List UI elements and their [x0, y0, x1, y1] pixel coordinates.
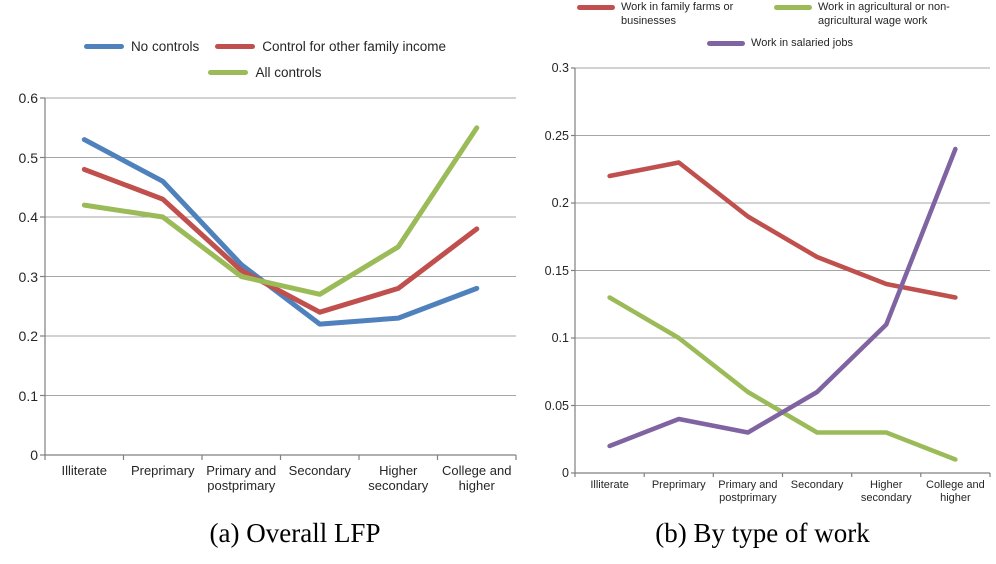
legend-label: Work in family farms or businesses	[621, 1, 734, 27]
legend-item-no-controls: No controls	[83, 38, 200, 55]
x-category-label: Illiterate	[61, 463, 108, 478]
series-line-control-for-other-family-income	[81, 166, 480, 315]
x-category-label: Secondary	[790, 479, 844, 491]
legend-by-type-of-work: Work in family farms or businesses Work i…	[565, 1, 995, 51]
series-line-work-in-family-farms-or-businesses	[607, 160, 958, 300]
x-category-label: College and higher	[442, 463, 512, 493]
x-category-label: Preprimary	[651, 479, 706, 491]
caption-a: (a) Overall LFP	[209, 518, 381, 548]
legend-label: No controls	[130, 39, 200, 54]
series-line-work-in-agricultural-or-non-agricultural-wage-work	[607, 295, 958, 462]
x-category-label: Illiterate	[590, 479, 629, 491]
legend-marker-no-controls	[83, 44, 124, 49]
legend-label: Work in agricultural or non-agricultural…	[818, 1, 950, 27]
chart-overall-lfp: No controls Control for other family inco…	[18, 38, 517, 548]
x-category-label: Higher secondary	[368, 463, 429, 493]
y-tick-label: 0.2	[18, 328, 38, 344]
legend-marker-control-for-other-family-income	[215, 44, 256, 49]
series-line-all-controls	[81, 125, 480, 297]
legend-item-all-controls: All controls	[208, 64, 322, 81]
y-tick-label: 0	[562, 466, 569, 480]
caption-b: (b) By type of work	[655, 518, 870, 548]
legend-marker-work-in-agricultural-or-non-agricultural-wage-work	[774, 5, 812, 10]
legend-label: All controls	[255, 65, 322, 80]
y-tick-label: 0.4	[18, 209, 38, 225]
legend-marker-all-controls	[208, 70, 249, 75]
x-category-label: Higher secondary	[860, 479, 912, 504]
series-line-work-in-salaried-jobs	[607, 146, 958, 449]
chart-by-type-of-work: Work in family farms or businesses Work i…	[540, 0, 996, 564]
legend-marker-work-in-salaried-jobs	[707, 41, 746, 46]
y-tick-label: 0	[30, 447, 38, 463]
y-tick-label: 0.1	[551, 331, 569, 345]
legend-item-work-in-agricultural-or-non-agricultural-wage-work: Work in agricultural or non-agricultural…	[774, 1, 983, 28]
x-category-label: Preprimary	[130, 463, 195, 478]
y-tick-label: 0.6	[18, 90, 38, 106]
x-category-label: Primary and postprimary	[718, 479, 778, 504]
y-tick-label: 0.3	[18, 268, 38, 285]
y-tick-label: 0.1	[18, 387, 38, 404]
legend-overall-lfp: No controls Control for other family inco…	[40, 38, 490, 81]
y-tick-label: 0.5	[18, 149, 38, 166]
y-tick-label: 0.3	[551, 61, 569, 75]
x-category-label: Primary and postprimary	[206, 463, 277, 493]
legend-label: Control for other family income	[262, 39, 447, 54]
y-tick-label: 0.15	[544, 263, 569, 278]
legend-label: Work in salaried jobs	[751, 37, 853, 49]
plot-area-by-type-of-work	[571, 67, 991, 477]
legend-item-control-for-other-family-income: Control for other family income	[215, 38, 446, 55]
plot-area-overall-lfp	[40, 97, 517, 460]
y-tick-label: 0.25	[544, 128, 569, 143]
legend-item-work-in-family-farms-or-businesses: Work in family farms or businesses	[577, 1, 761, 28]
series-line-no-controls	[81, 137, 480, 327]
y-tick-label: 0.05	[544, 398, 569, 413]
legend-marker-work-in-family-farms-or-businesses	[577, 5, 615, 10]
x-category-label: College and higher	[926, 479, 985, 504]
x-category-label: Secondary	[288, 463, 351, 478]
y-tick-label: 0.2	[551, 196, 569, 210]
legend-item-work-in-salaried-jobs: Work in salaried jobs	[707, 37, 853, 51]
